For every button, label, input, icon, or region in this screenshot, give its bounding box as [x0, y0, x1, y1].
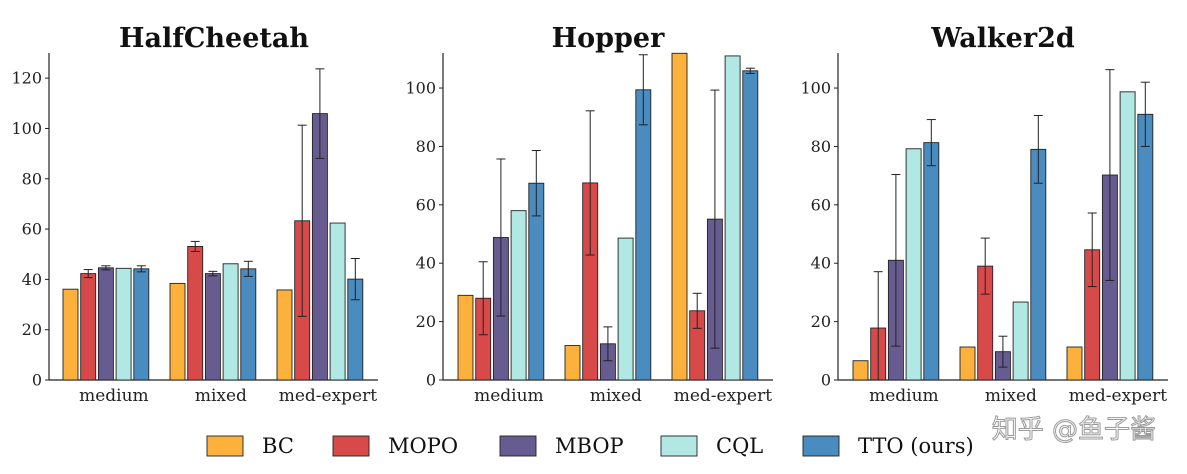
y-tick-label: 60: [416, 195, 436, 214]
bar-cql-mixed: [617, 237, 634, 381]
panel-title: Walker2d: [930, 23, 1075, 54]
y-tick-label: 40: [22, 270, 42, 289]
legend-item-mopo: MOPO: [332, 434, 458, 458]
y-tick-label: 40: [811, 254, 831, 273]
x-category-label: med-expert: [674, 386, 773, 406]
bar-mopo-medium: [80, 273, 97, 381]
panel-hopper: Hopper 0 20 40 60 80 100 medium mixed med-expert: [405, 23, 773, 406]
y-tick-label: 20: [416, 312, 436, 331]
y-tick-label: 60: [811, 195, 831, 214]
legend-item-tto: TTO (ours): [802, 434, 974, 458]
panel-title: HalfCheetah: [119, 23, 309, 54]
x-category-label: med-expert: [279, 386, 378, 406]
y-tick-label: 100: [11, 119, 42, 138]
watermark: 知乎 @鱼子酱: [992, 415, 1156, 445]
bar-tto-med-expert: [742, 70, 759, 381]
legend-label: MOPO: [388, 434, 458, 458]
legend-item-cql: CQL: [660, 434, 763, 458]
legend-swatch: [660, 435, 698, 457]
y-tick-label: 40: [416, 254, 436, 273]
x-category-label: medium: [869, 386, 939, 406]
x-category-label: medium: [79, 386, 149, 406]
y-tick-label: 20: [811, 312, 831, 331]
y-tick-label: 100: [405, 79, 436, 98]
y-tick-label: 80: [22, 169, 42, 188]
legend: BC MOPO MBOP CQL TTO (ours): [206, 434, 974, 458]
legend-swatch: [206, 435, 244, 457]
bar-tto-mixed: [240, 268, 257, 381]
bar-cql-medium: [510, 210, 527, 381]
legend-swatch: [499, 435, 537, 457]
y-tick-label: 0: [821, 371, 831, 390]
legend-label: TTO (ours): [858, 434, 974, 458]
bar-mbop-mixed: [204, 273, 221, 381]
y-tick-label: 80: [416, 137, 436, 156]
x-category-label: medium: [474, 386, 544, 406]
bar-tto-mixed: [1030, 148, 1047, 381]
bar-tto-medium: [133, 268, 150, 381]
bar-mbop-medium: [97, 267, 114, 381]
panel-walker2d: Walker2d 0 20 40 60 80 100 medium mixed med-exper…: [800, 23, 1168, 406]
y-tick-label: 0: [426, 371, 436, 390]
bar-cql-med-expert: [329, 222, 346, 381]
bar-bc-mixed: [169, 282, 186, 381]
y-tick-label: 100: [800, 79, 831, 98]
bar-bc-mixed: [959, 346, 976, 381]
legend-label: MBOP: [555, 434, 624, 458]
legend-swatch: [802, 435, 840, 457]
bar-bc-med-expert: [1066, 346, 1083, 381]
bar-bc-medium: [852, 360, 869, 381]
panel-halfcheetah: HalfCheetah 0 20 40 60 80 100 120 medium mixed med…: [11, 23, 378, 406]
panel-title: Hopper: [552, 23, 665, 54]
legend-label: BC: [262, 434, 294, 458]
y-tick-label: 120: [11, 69, 42, 88]
bar-tto-mixed: [635, 89, 652, 381]
bar-bc-med-expert: [671, 52, 688, 381]
x-category-label: med-expert: [1069, 386, 1168, 406]
bar-bc-medium: [457, 294, 474, 381]
bar-bc-med-expert: [276, 289, 293, 381]
bar-mopo-mixed: [187, 245, 204, 381]
legend-item-bc: BC: [206, 434, 294, 458]
legend-label: CQL: [716, 434, 763, 458]
x-category-label: mixed: [590, 386, 642, 406]
bar-cql-mixed: [222, 263, 239, 381]
bar-cql-mixed: [1012, 301, 1029, 381]
bar-tto-medium: [923, 142, 940, 381]
x-category-label: mixed: [985, 386, 1037, 406]
bar-cql-medium: [905, 148, 922, 381]
legend-swatch: [332, 435, 370, 457]
y-tick-label: 80: [811, 137, 831, 156]
bar-cql-med-expert: [1119, 91, 1136, 381]
y-tick-label: 20: [22, 320, 42, 339]
y-tick-label: 60: [22, 220, 42, 239]
bar-bc-mixed: [564, 345, 581, 381]
bar-cql-medium: [115, 267, 132, 381]
legend-item-mbop: MBOP: [499, 434, 624, 458]
x-category-label: mixed: [195, 386, 247, 406]
bar-tto-med-expert: [1137, 113, 1154, 381]
y-tick-label: 0: [32, 371, 42, 390]
bar-cql-med-expert: [724, 55, 741, 381]
bar-bc-medium: [62, 288, 79, 381]
